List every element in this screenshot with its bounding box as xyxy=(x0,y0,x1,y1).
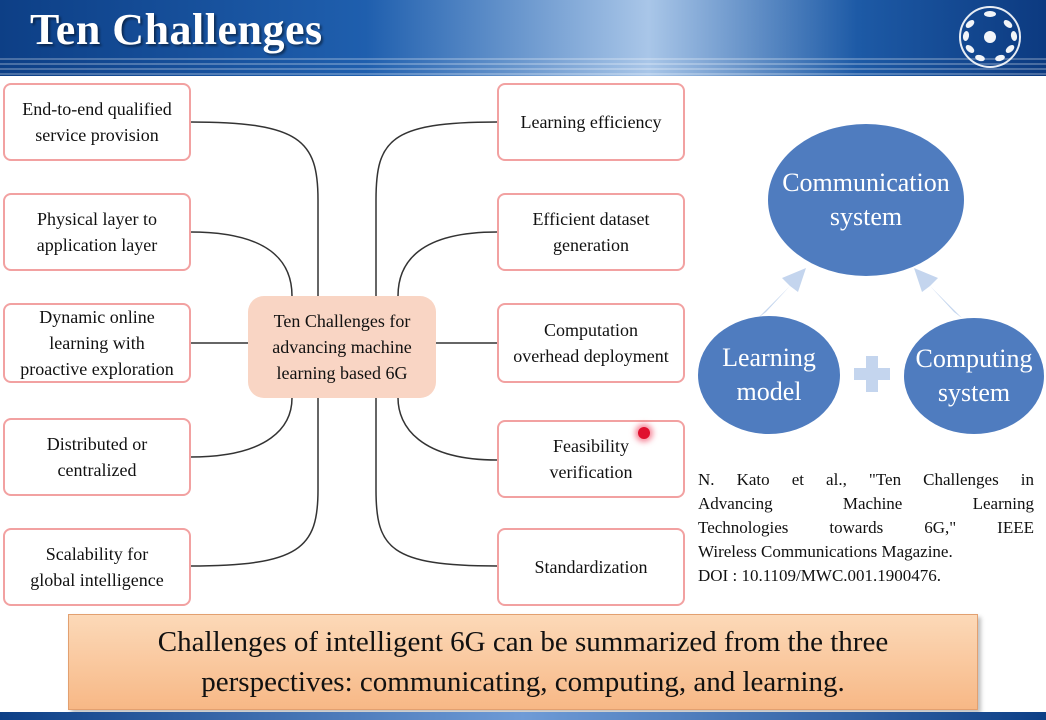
perspective-arrows xyxy=(758,268,962,392)
laser-pointer-icon xyxy=(638,427,650,439)
summary-line-2: perspectives: communicating, computing, … xyxy=(201,666,845,698)
reference-line: Advancing Machine Learning xyxy=(698,494,1034,513)
arrow-up-right-icon xyxy=(758,268,806,318)
connector-left-2 xyxy=(189,231,293,297)
header-stripe xyxy=(0,58,1046,76)
reference-line: Wireless Communications Magazine. xyxy=(698,542,953,561)
learning-model-circle: Learning model xyxy=(698,316,840,434)
challenge-box-left-2: Physical layer to application layer xyxy=(3,193,191,271)
reference-citation: N. Kato et al., "Ten Challenges in Advan… xyxy=(698,468,1034,588)
slide-title: Ten Challenges xyxy=(30,5,323,54)
connector-left-5 xyxy=(189,398,319,567)
challenge-box-right-1: Learning efficiency xyxy=(497,83,685,161)
central-topic: Ten Challenges for advancing machine lea… xyxy=(248,296,436,398)
connector-right-5 xyxy=(375,398,498,567)
computing-system-circle: Computing system xyxy=(904,318,1044,434)
challenge-box-left-4: Distributed or centralized xyxy=(3,418,191,496)
connector-right-1 xyxy=(375,121,498,296)
challenge-box-right-5: Standardization xyxy=(497,528,685,606)
challenge-box-left-1: End-to-end qualified service provision xyxy=(3,83,191,161)
connector-right-2 xyxy=(397,231,498,297)
reference-line: DOI : 10.1109/MWC.001.1900476. xyxy=(698,566,942,585)
bottom-bar xyxy=(0,712,1046,720)
plus-icon xyxy=(854,356,890,392)
communication-system-circle: Communication system xyxy=(768,124,964,276)
challenge-box-left-5: Scalability for global intelligence xyxy=(3,528,191,606)
challenge-box-right-3: Computation overhead deployment xyxy=(497,303,685,383)
summary-banner: Challenges of intelligent 6G can be summ… xyxy=(68,614,978,710)
challenge-box-left-3: Dynamic online learning with proactive e… xyxy=(3,303,191,383)
connector-left-1 xyxy=(189,121,319,296)
connector-left-4 xyxy=(189,397,293,458)
arrow-up-left-icon xyxy=(914,268,962,318)
summary-line-1: Challenges of intelligent 6G can be summ… xyxy=(157,626,889,658)
reference-line: Technologies towards 6G," IEEE xyxy=(698,518,1034,537)
reference-line: N. Kato et al., "Ten Challenges in xyxy=(698,470,1034,489)
university-emblem-icon xyxy=(959,6,1021,68)
slide-header: Ten Challenges xyxy=(0,0,1046,76)
challenge-box-right-4: Feasibility verification xyxy=(497,420,685,498)
connector-right-4 xyxy=(397,397,498,461)
challenge-box-right-2: Efficient dataset generation xyxy=(497,193,685,271)
